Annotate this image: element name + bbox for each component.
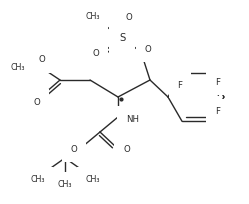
Text: NH: NH	[126, 114, 139, 123]
Text: F: F	[178, 81, 183, 90]
Text: CH₃: CH₃	[10, 63, 24, 72]
Text: O: O	[123, 144, 130, 153]
Text: F: F	[215, 107, 220, 116]
Text: F: F	[215, 78, 220, 87]
Text: O: O	[70, 144, 77, 153]
Text: O: O	[39, 55, 45, 64]
Text: CH₃: CH₃	[30, 175, 45, 184]
Text: O: O	[13, 63, 20, 72]
Text: CH₃: CH₃	[85, 175, 100, 184]
Text: CH₃: CH₃	[85, 12, 100, 21]
Text: O: O	[33, 98, 40, 107]
Text: O: O	[145, 44, 151, 53]
Text: O: O	[93, 50, 99, 59]
Text: CH₃: CH₃	[58, 180, 72, 189]
Text: S: S	[119, 33, 125, 43]
Text: O: O	[126, 13, 132, 22]
